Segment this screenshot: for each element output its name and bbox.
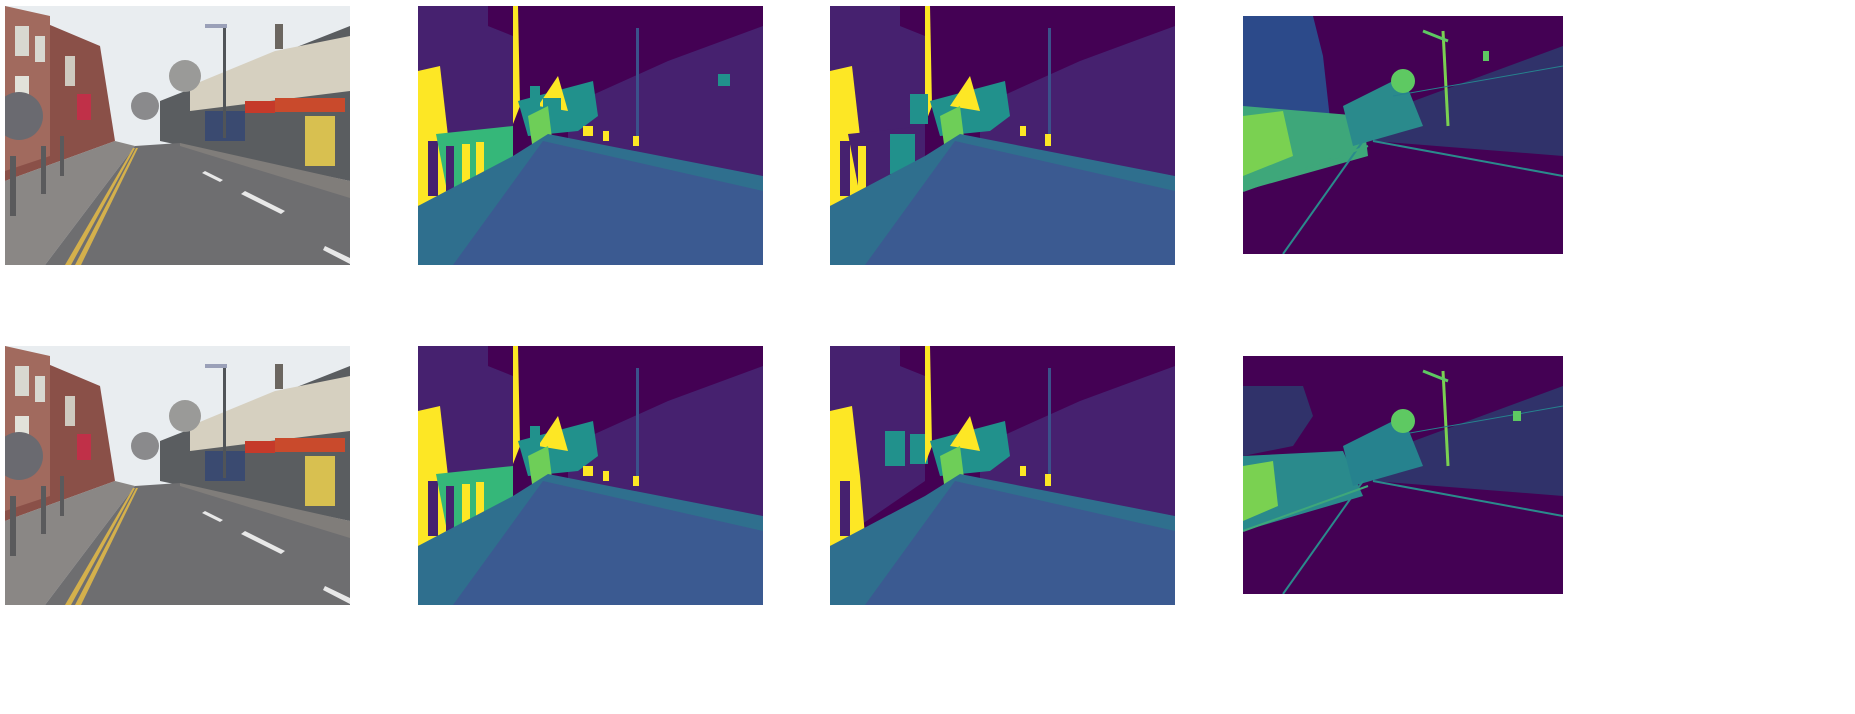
input-photo-row1 bbox=[5, 6, 350, 265]
segmentation-map-row1-a bbox=[418, 6, 763, 265]
uncertainty-heatmap-image bbox=[1243, 16, 1563, 254]
street-photo-image bbox=[5, 346, 350, 605]
segmentation-map-row2-b bbox=[830, 346, 1175, 605]
segmentation-map-row1-b bbox=[830, 6, 1175, 265]
input-photo-row2 bbox=[5, 346, 350, 605]
segmentation-map-image bbox=[830, 346, 1175, 605]
segmentation-map-row2-a bbox=[418, 346, 763, 605]
segmentation-map-image bbox=[830, 6, 1175, 265]
street-photo-image bbox=[5, 6, 350, 265]
segmentation-map-image bbox=[418, 6, 763, 265]
uncertainty-heatmap-row2 bbox=[1243, 356, 1563, 594]
uncertainty-heatmap-row1 bbox=[1243, 16, 1563, 254]
segmentation-map-image bbox=[418, 346, 763, 605]
uncertainty-heatmap-image bbox=[1243, 356, 1563, 594]
